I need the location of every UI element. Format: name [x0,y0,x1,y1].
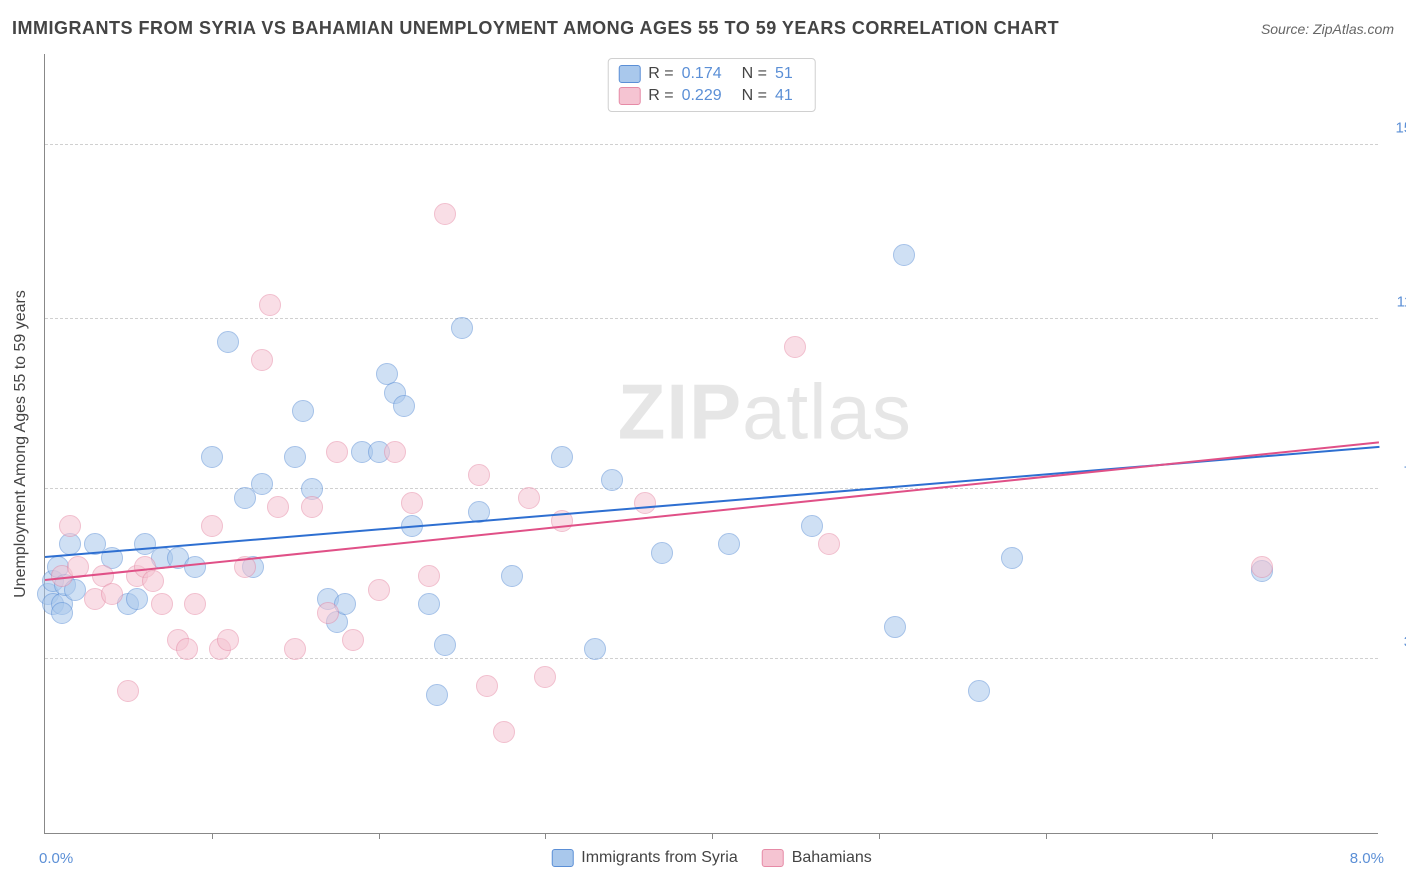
x-tick [212,833,213,839]
scatter-point [518,487,540,509]
scatter-point [259,294,281,316]
scatter-point [201,446,223,468]
grid-line [45,318,1378,319]
scatter-point [418,565,440,587]
scatter-point [1001,547,1023,569]
scatter-point [126,588,148,610]
scatter-point [784,336,806,358]
scatter-point [634,492,656,514]
scatter-point [434,203,456,225]
trend-line [45,441,1379,581]
scatter-point [426,684,448,706]
legend-correlation: R = 0.174 N = 51 R = 0.229 N = 41 [607,58,816,112]
scatter-point [267,496,289,518]
y-tick-label: 7.5% [1383,463,1406,480]
scatter-point [718,533,740,555]
r-label: R = [648,87,673,105]
r-label: R = [648,65,673,83]
legend-series: Immigrants from Syria Bahamians [551,849,872,867]
scatter-point [117,680,139,702]
scatter-point [317,602,339,624]
x-tick [1046,833,1047,839]
scatter-point [51,602,73,624]
title-bar: IMMIGRANTS FROM SYRIA VS BAHAMIAN UNEMPL… [12,18,1394,39]
scatter-point [401,492,423,514]
n-value: 51 [775,65,793,83]
scatter-point [418,593,440,615]
scatter-point [601,469,623,491]
scatter-point [651,542,673,564]
scatter-point [217,331,239,353]
scatter-point [142,570,164,592]
scatter-point [801,515,823,537]
x-tick [879,833,880,839]
scatter-point [368,579,390,601]
grid-line [45,144,1378,145]
r-value: 0.174 [682,65,722,83]
scatter-point [184,593,206,615]
legend-swatch [618,87,640,105]
scatter-point [551,446,573,468]
y-tick-label: 11.2% [1383,294,1406,311]
scatter-point [501,565,523,587]
legend-swatch [551,849,573,867]
y-axis-title: Unemployment Among Ages 55 to 59 years [12,290,30,598]
scatter-point [251,473,273,495]
legend-row: R = 0.229 N = 41 [618,85,805,107]
x-tick [1212,833,1213,839]
scatter-point [184,556,206,578]
scatter-point [968,680,990,702]
scatter-point [217,629,239,651]
scatter-point [251,349,273,371]
plot-area: ZIPatlas Unemployment Among Ages 55 to 5… [44,54,1378,834]
r-value: 0.229 [682,87,722,105]
n-label: N = [742,87,767,105]
n-value: 41 [775,87,793,105]
x-min-label: 0.0% [39,850,73,867]
legend-swatch [762,849,784,867]
scatter-point [284,446,306,468]
x-max-label: 8.0% [1350,850,1384,867]
grid-line [45,658,1378,659]
scatter-point [284,638,306,660]
x-tick [379,833,380,839]
scatter-point [584,638,606,660]
scatter-point [301,496,323,518]
scatter-point [451,317,473,339]
x-tick [712,833,713,839]
scatter-point [292,400,314,422]
scatter-point [476,675,498,697]
scatter-point [326,441,348,463]
scatter-point [534,666,556,688]
scatter-point [201,515,223,537]
scatter-point [176,638,198,660]
scatter-point [818,533,840,555]
watermark: ZIPatlas [618,367,912,458]
scatter-point [151,593,173,615]
scatter-point [1251,556,1273,578]
scatter-point [384,441,406,463]
legend-swatch [618,65,640,83]
scatter-point [342,629,364,651]
x-tick [545,833,546,839]
scatter-point [468,464,490,486]
scatter-point [884,616,906,638]
legend-row: R = 0.174 N = 51 [618,63,805,85]
y-tick-label: 15.0% [1383,119,1406,136]
n-label: N = [742,65,767,83]
chart-title: IMMIGRANTS FROM SYRIA VS BAHAMIAN UNEMPL… [12,18,1059,39]
scatter-point [493,721,515,743]
scatter-point [59,515,81,537]
legend-label: Immigrants from Syria [581,849,737,867]
legend-item: Immigrants from Syria [551,849,737,867]
legend-item: Bahamians [762,849,872,867]
legend-label: Bahamians [792,849,872,867]
scatter-point [434,634,456,656]
scatter-point [893,244,915,266]
scatter-point [101,583,123,605]
y-tick-label: 3.8% [1383,633,1406,650]
source-label: Source: ZipAtlas.com [1261,21,1394,37]
scatter-point [393,395,415,417]
